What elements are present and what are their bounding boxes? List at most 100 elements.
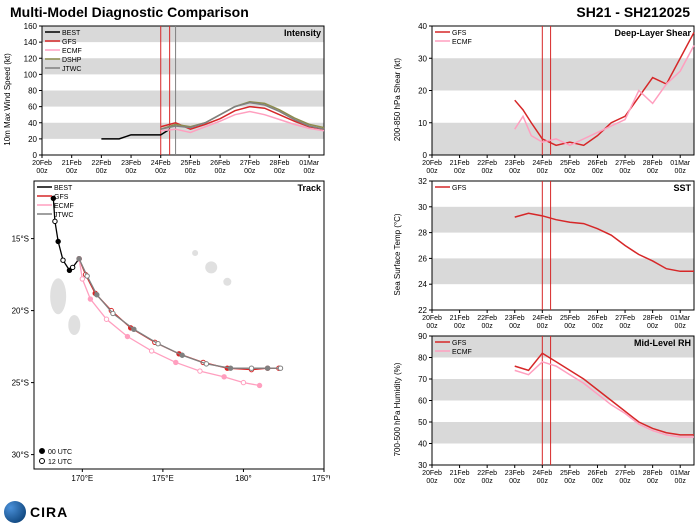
- svg-text:100: 100: [24, 70, 38, 79]
- svg-text:24: 24: [418, 280, 427, 289]
- svg-text:00z: 00z: [619, 323, 631, 330]
- svg-text:12 UTC: 12 UTC: [48, 459, 72, 466]
- svg-text:23Feb: 23Feb: [505, 470, 525, 477]
- svg-text:00z: 00z: [619, 478, 631, 485]
- svg-text:20: 20: [418, 87, 427, 96]
- svg-text:20Feb: 20Feb: [422, 470, 442, 477]
- svg-text:00z: 00z: [214, 168, 226, 175]
- svg-text:27Feb: 27Feb: [615, 470, 635, 477]
- svg-text:24Feb: 24Feb: [532, 315, 552, 322]
- svg-text:20Feb: 20Feb: [32, 160, 52, 167]
- svg-text:28Feb: 28Feb: [270, 160, 290, 167]
- svg-text:00z: 00z: [675, 323, 687, 330]
- svg-text:27Feb: 27Feb: [240, 160, 260, 167]
- sst-chart: 22242628303220Feb00z21Feb00z22Feb00z23Fe…: [390, 177, 700, 332]
- svg-text:00z: 00z: [564, 323, 576, 330]
- svg-text:00z: 00z: [426, 323, 438, 330]
- cira-logo-text: CIRA: [30, 504, 68, 520]
- svg-text:23Feb: 23Feb: [505, 315, 525, 322]
- svg-text:GFS: GFS: [452, 185, 467, 192]
- svg-text:Track: Track: [297, 183, 322, 193]
- svg-text:ECMF: ECMF: [62, 48, 82, 55]
- svg-text:40: 40: [28, 119, 37, 128]
- svg-text:JTWC: JTWC: [54, 212, 73, 219]
- page-title-left: Multi-Model Diagnostic Comparison: [10, 4, 249, 20]
- svg-text:BEST: BEST: [62, 30, 81, 37]
- svg-text:22: 22: [418, 306, 427, 315]
- svg-text:15°S: 15°S: [12, 235, 29, 244]
- svg-text:28Feb: 28Feb: [643, 470, 663, 477]
- svg-text:Intensity: Intensity: [284, 28, 321, 38]
- svg-text:175°W: 175°W: [312, 474, 330, 483]
- svg-text:SST: SST: [673, 183, 691, 193]
- svg-text:00z: 00z: [426, 478, 438, 485]
- intensity-chart: 02040608010012014016020Feb00z21Feb00z22F…: [0, 22, 330, 177]
- svg-text:20°S: 20°S: [12, 307, 29, 316]
- svg-text:21Feb: 21Feb: [450, 470, 470, 477]
- svg-text:Mid-Level RH: Mid-Level RH: [634, 338, 691, 348]
- rh-chart: 3040506070809020Feb00z21Feb00z22Feb00z23…: [390, 332, 700, 487]
- svg-text:30: 30: [418, 54, 427, 63]
- svg-text:21Feb: 21Feb: [62, 160, 82, 167]
- svg-text:27Feb: 27Feb: [615, 315, 635, 322]
- svg-text:00z: 00z: [454, 478, 466, 485]
- svg-text:27Feb: 27Feb: [615, 160, 635, 167]
- svg-text:90: 90: [418, 332, 427, 341]
- svg-text:00z: 00z: [564, 168, 576, 175]
- svg-text:175°E: 175°E: [152, 474, 174, 483]
- svg-text:00z: 00z: [592, 168, 604, 175]
- svg-text:00z: 00z: [592, 323, 604, 330]
- svg-text:00z: 00z: [537, 168, 549, 175]
- svg-text:ECMF: ECMF: [452, 349, 472, 356]
- svg-text:00z: 00z: [454, 323, 466, 330]
- svg-text:180°: 180°: [235, 474, 252, 483]
- svg-text:21Feb: 21Feb: [450, 160, 470, 167]
- svg-text:BEST: BEST: [54, 185, 73, 192]
- svg-text:120: 120: [24, 54, 38, 63]
- svg-text:01Mar: 01Mar: [670, 470, 691, 477]
- svg-text:80: 80: [418, 354, 427, 363]
- svg-text:00z: 00z: [675, 478, 687, 485]
- svg-text:GFS: GFS: [62, 39, 77, 46]
- svg-text:00z: 00z: [482, 323, 494, 330]
- svg-text:00z: 00z: [592, 478, 604, 485]
- noaa-logo-icon: [4, 501, 26, 523]
- svg-text:700-500 hPa Humidity (%): 700-500 hPa Humidity (%): [393, 362, 402, 456]
- svg-text:00z: 00z: [482, 168, 494, 175]
- svg-text:26Feb: 26Feb: [588, 160, 608, 167]
- svg-text:00z: 00z: [537, 478, 549, 485]
- svg-text:GFS: GFS: [54, 194, 69, 201]
- svg-text:00z: 00z: [426, 168, 438, 175]
- svg-text:26Feb: 26Feb: [588, 315, 608, 322]
- svg-text:00z: 00z: [185, 168, 197, 175]
- svg-text:40: 40: [418, 440, 427, 449]
- svg-text:30°S: 30°S: [12, 451, 29, 460]
- svg-text:20: 20: [28, 135, 37, 144]
- svg-text:25Feb: 25Feb: [180, 160, 200, 167]
- svg-text:00z: 00z: [509, 478, 521, 485]
- svg-text:ECMF: ECMF: [452, 39, 472, 46]
- svg-text:00z: 00z: [675, 168, 687, 175]
- svg-text:01Mar: 01Mar: [670, 160, 691, 167]
- svg-text:25Feb: 25Feb: [560, 315, 580, 322]
- svg-text:0: 0: [423, 151, 428, 160]
- svg-text:00z: 00z: [537, 323, 549, 330]
- track-chart: 15°S20°S25°S30°S170°E175°E180°175°WTrack…: [0, 177, 330, 487]
- svg-text:24Feb: 24Feb: [151, 160, 171, 167]
- svg-text:00z: 00z: [619, 168, 631, 175]
- svg-text:28Feb: 28Feb: [643, 160, 663, 167]
- svg-text:20Feb: 20Feb: [422, 160, 442, 167]
- svg-text:26Feb: 26Feb: [588, 470, 608, 477]
- svg-text:28Feb: 28Feb: [643, 315, 663, 322]
- svg-text:23Feb: 23Feb: [121, 160, 141, 167]
- svg-text:25Feb: 25Feb: [560, 470, 580, 477]
- svg-text:00 UTC: 00 UTC: [48, 449, 72, 456]
- svg-text:23Feb: 23Feb: [505, 160, 525, 167]
- svg-text:00z: 00z: [647, 478, 659, 485]
- svg-text:60: 60: [418, 397, 427, 406]
- svg-text:26Feb: 26Feb: [210, 160, 230, 167]
- svg-text:22Feb: 22Feb: [91, 160, 111, 167]
- svg-text:26: 26: [418, 254, 427, 263]
- svg-text:22Feb: 22Feb: [477, 160, 497, 167]
- svg-text:200-850 hPa Shear (kt): 200-850 hPa Shear (kt): [393, 58, 402, 141]
